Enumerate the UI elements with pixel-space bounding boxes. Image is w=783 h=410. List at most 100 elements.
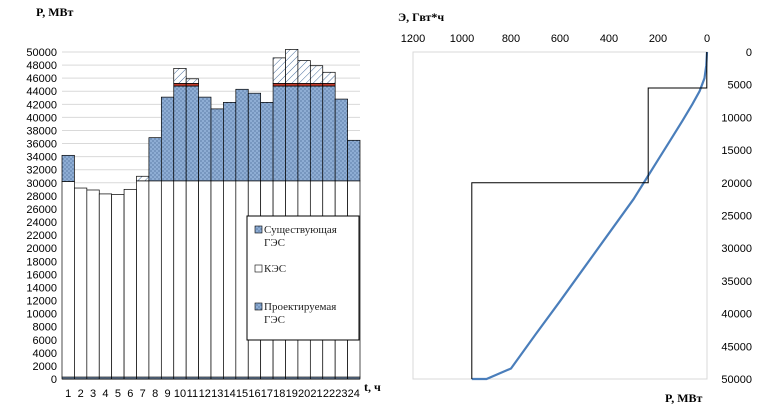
left-y-tick-label: 32000 <box>26 165 57 177</box>
left-x-tick-label: 18 <box>273 388 285 400</box>
bar-projected-hydro <box>61 154 75 182</box>
right-y-tick-label: 25000 <box>721 211 752 223</box>
left-x-tick-label: 3 <box>90 388 96 400</box>
right-y-tick-label: 10000 <box>721 112 752 124</box>
legend-label-kes: КЭС <box>264 263 286 275</box>
bar-peak-red <box>297 83 311 87</box>
bar-projected-hydro <box>334 98 348 182</box>
bar-kes <box>123 188 137 378</box>
bar-peak-hatch <box>322 71 336 84</box>
right-y-tick-label: 5000 <box>728 80 752 92</box>
bar-kes <box>86 189 100 378</box>
bar-kes <box>61 181 75 378</box>
bar-projected-hydro <box>297 85 311 182</box>
left-y-tick-label: 30000 <box>26 178 57 190</box>
bar-kes <box>173 180 187 378</box>
left-y-tick-label: 44000 <box>26 86 57 98</box>
right-y-tick-label: 50000 <box>721 374 752 386</box>
bar-kes <box>210 180 224 378</box>
bar-kes <box>223 180 237 378</box>
left-x-tick-label: 21 <box>310 388 322 400</box>
bar-kes <box>74 187 88 378</box>
right-x-tick-label: 800 <box>502 33 520 45</box>
left-x-tick-label: 14 <box>224 388 236 400</box>
left-y-tick-label: 28000 <box>26 191 57 203</box>
left-y-tick-label: 12000 <box>26 296 57 308</box>
left-y-tick-label: 18000 <box>26 256 57 268</box>
right-y-tick-label: 40000 <box>721 309 752 321</box>
right-x-tick-label: 1000 <box>450 33 474 45</box>
right-x-tick-label: 0 <box>704 33 710 45</box>
bar-peak-hatch <box>136 175 150 182</box>
left-y-tick-label: 24000 <box>26 217 57 229</box>
legend-label-projected-hydro: Проектируемая ГЭС <box>264 301 336 326</box>
right-y-ticks: 0 5000 10000 15000 20000 25000 30000 35000 40000… <box>721 47 752 386</box>
bar-projected-hydro <box>173 85 187 182</box>
left-x-tick-label: 15 <box>236 388 248 400</box>
energy-step-line <box>471 52 708 379</box>
left-x-tick-label: 12 <box>199 388 211 400</box>
right-y-tick-label: 30000 <box>721 243 752 255</box>
bar-kes <box>160 180 175 378</box>
energy-curve-line <box>471 51 709 381</box>
bar-projected-hydro <box>347 139 361 182</box>
left-y-tick-label: 6000 <box>33 335 57 347</box>
bar-projected-hydro <box>198 96 212 182</box>
left-x-tick-label: 7 <box>140 388 146 400</box>
left-y-tick-label: 0 <box>51 374 57 386</box>
bar-projected-hydro <box>185 85 199 182</box>
right-lines <box>471 51 709 381</box>
bar-kes <box>235 180 249 378</box>
left-y-tick-label: 36000 <box>26 139 57 151</box>
legend-box <box>246 215 360 341</box>
right-y-tick-label: 0 <box>746 47 752 59</box>
left-x-tick-label: 23 <box>335 388 347 400</box>
bar-projected-hydro <box>210 108 224 182</box>
legend-label-existing-hydro: Существующая ГЭС <box>264 224 337 249</box>
bar-projected-hydro <box>322 85 336 182</box>
right-plot-area <box>412 51 708 380</box>
left-x-tick-label: 2 <box>78 388 84 400</box>
left-y-tick-label: 16000 <box>26 269 57 281</box>
left-y-tick-label: 4000 <box>33 348 57 360</box>
bar-peak-hatch <box>272 57 286 84</box>
bar-peak-hatch <box>173 67 187 84</box>
right-x-tick-label: 400 <box>600 33 618 45</box>
left-x-tick-label: 17 <box>261 388 273 400</box>
left-x-tick-label: 10 <box>174 388 186 400</box>
left-y-tick-label: 26000 <box>26 204 57 216</box>
right-x-ticks: 0 200 400 600 800 1000 1200 <box>401 33 710 45</box>
left-y-tick-label: 48000 <box>26 60 57 72</box>
legend-swatch-kes <box>254 264 263 273</box>
left-x-tick-label: 11 <box>187 388 198 400</box>
left-x-tick-label: 16 <box>248 388 260 400</box>
left-x-tick-label: 8 <box>152 388 158 400</box>
bar-kes <box>148 180 162 378</box>
left-y-tick-label: 42000 <box>26 99 57 111</box>
bar-projected-hydro <box>285 85 299 182</box>
bar-projected-hydro <box>160 96 175 182</box>
bar-projected-hydro <box>309 85 324 182</box>
right-x-tick-label: 600 <box>551 33 569 45</box>
bar-peak-red <box>309 83 324 87</box>
right-y-tick-label: 20000 <box>721 178 752 190</box>
energy-curve-chart: Э, Гвт*ч 0 200 400 600 800 1000 1200 0 5000 1000… <box>398 10 752 405</box>
left-y-tick-label: 34000 <box>26 152 57 164</box>
bar-kes <box>136 180 150 378</box>
left-y-tick-label: 50000 <box>26 47 57 59</box>
bar-kes <box>98 193 113 378</box>
left-y-tick-label: 20000 <box>26 243 57 255</box>
bar-kes <box>111 194 125 378</box>
bar-peak-red <box>185 83 199 87</box>
left-y-tick-label: 46000 <box>26 73 57 85</box>
left-x-tick-label: 13 <box>211 388 223 400</box>
bar-projected-hydro <box>260 102 274 182</box>
legend-swatch-existing-hydro <box>254 225 263 234</box>
left-x-tick-label: 1 <box>65 388 71 400</box>
bar-peak-hatch <box>297 60 311 84</box>
bar-projected-hydro <box>247 92 262 182</box>
bar-peak-red <box>285 83 299 87</box>
left-x-tick-label: 19 <box>286 388 298 400</box>
left-y-tick-label: 22000 <box>26 230 57 242</box>
